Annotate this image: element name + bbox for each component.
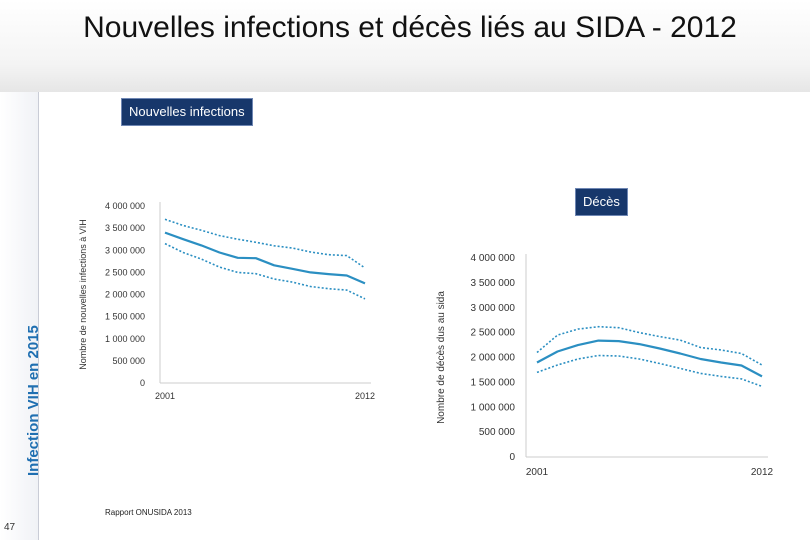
y-tick-label: 1 000 000 bbox=[471, 402, 516, 413]
x-tick-label: 2012 bbox=[355, 391, 375, 401]
y-tick-label: 0 bbox=[140, 378, 145, 388]
y-tick-label: 4 000 000 bbox=[105, 201, 145, 211]
y-tick-label: 500 000 bbox=[479, 427, 516, 438]
y-tick-label: 500 000 bbox=[112, 356, 145, 366]
y-tick-label: 2 000 000 bbox=[105, 290, 145, 300]
x-tick-label: 2012 bbox=[751, 467, 774, 478]
y-tick-label: 3 000 000 bbox=[105, 245, 145, 255]
tag-deaths: Décès bbox=[575, 188, 628, 216]
y-tick-label: 0 bbox=[509, 452, 515, 463]
y-tick-label: 1 500 000 bbox=[105, 312, 145, 322]
y-tick-label: 3 500 000 bbox=[471, 278, 516, 289]
x-tick-label: 2001 bbox=[155, 391, 175, 401]
source-note: Rapport ONUSIDA 2013 bbox=[105, 508, 192, 517]
series-line-lower bbox=[164, 242, 366, 300]
y-tick-label: 1 000 000 bbox=[105, 334, 145, 344]
y-axis-title: Nombre de nouvelles infections à VIH bbox=[78, 219, 88, 370]
y-tick-label: 1 500 000 bbox=[471, 377, 516, 388]
y-tick-label: 2 500 000 bbox=[105, 267, 145, 277]
series-line-estimate bbox=[164, 231, 366, 285]
y-tick-label: 3 000 000 bbox=[471, 303, 516, 314]
y-tick-label: 2 000 000 bbox=[471, 353, 516, 364]
title-band bbox=[0, 0, 810, 92]
y-tick-label: 4 000 000 bbox=[471, 253, 516, 264]
deaths-chart: 0 500 000 1 000 000 1 500 000 2 000 000 2 500… bbox=[436, 253, 774, 478]
y-tick-label: 2 500 000 bbox=[471, 328, 516, 339]
infections-chart: 0 500 000 1 000 000 1 500 000 2 000 000 2 500… bbox=[78, 201, 375, 401]
series-line-estimate bbox=[536, 339, 763, 378]
page-title: Nouvelles infections et décès liés au SI… bbox=[83, 11, 737, 44]
x-tick-label: 2001 bbox=[526, 467, 549, 478]
y-tick-label: 3 500 000 bbox=[105, 223, 145, 233]
side-bar bbox=[0, 92, 39, 540]
series-line-upper bbox=[536, 325, 763, 366]
series-line-lower bbox=[536, 354, 763, 388]
side-label: Infection VIH en 2015 bbox=[25, 325, 42, 476]
page-number: 47 bbox=[4, 522, 16, 533]
tag-new-infections: Nouvelles infections bbox=[121, 98, 253, 126]
y-axis-title: Nombre de décès dus au sida bbox=[436, 291, 447, 424]
